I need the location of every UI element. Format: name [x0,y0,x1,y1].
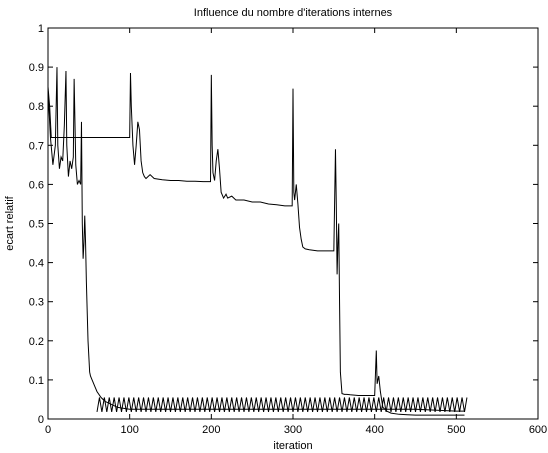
series-line-2 [47,67,465,412]
y-tick-label: 0.7 [29,140,44,152]
series-oscillation [96,397,468,413]
x-tick-label: 600 [529,424,547,436]
chart-title: Influence du nombre d'iterations interne… [194,7,393,19]
y-axis-label: ecart relatif [4,195,16,250]
x-tick-label: 300 [284,424,302,436]
series-line-1 [47,72,465,416]
y-tick-label: 0.9 [29,62,44,74]
x-tick-label: 100 [120,424,138,436]
x-tick-label: 0 [45,424,51,436]
x-tick-label: 500 [447,424,465,436]
y-tick-label: 1 [38,23,44,35]
series-layer [47,67,468,416]
y-tick-label: 0.4 [29,258,44,270]
x-tick-label: 200 [202,424,220,436]
y-tick-label: 0.2 [29,336,44,348]
x-tick-label: 400 [365,424,383,436]
y-tick-label: 0.1 [29,375,44,387]
axis-ticks: 0 100 200 300 400 500 600 0 0.1 0.2 0.3 0.4 0.5 0.6 0.… [29,23,547,436]
x-axis-label: iteration [273,440,312,452]
y-tick-label: 0 [38,414,44,426]
y-tick-label: 0.3 [29,297,44,309]
y-tick-label: 0.8 [29,101,44,113]
y-tick-label: 0.5 [29,219,44,231]
y-tick-label: 0.6 [29,179,44,191]
